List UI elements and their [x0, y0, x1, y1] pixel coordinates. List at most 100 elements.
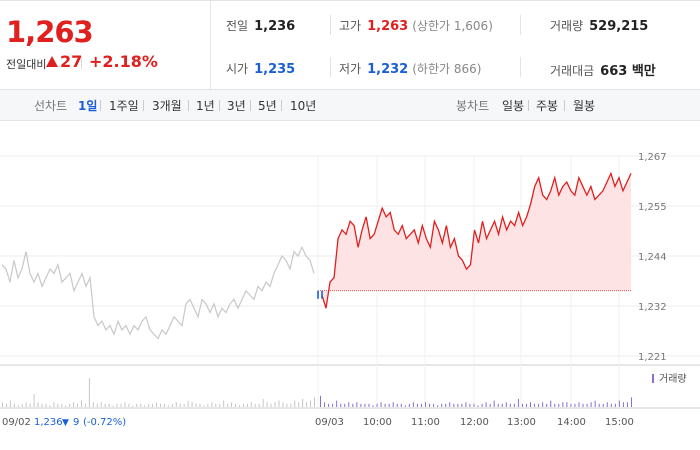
- volume-bar: [274, 402, 276, 407]
- volume-bar: [384, 403, 386, 407]
- prev-close-value: 1,236: [254, 19, 296, 34]
- volume-bar: [372, 405, 374, 407]
- volume-bar: [17, 405, 19, 407]
- volume-bar: [108, 403, 110, 407]
- tab-daily[interactable]: 일봉: [502, 99, 525, 113]
- volume-bar: [602, 403, 604, 407]
- volume-bar: [100, 402, 102, 407]
- tab-weekly[interactable]: 주봉: [536, 99, 559, 113]
- volume-bar: [626, 402, 628, 407]
- volume-bar: [33, 394, 35, 407]
- volume-bar: [314, 397, 315, 407]
- volume-bar: [73, 402, 75, 407]
- volume-bar: [9, 400, 11, 407]
- volume-bar: [376, 403, 378, 407]
- volume-bar: [5, 403, 7, 407]
- volume-bar: [380, 402, 382, 407]
- volume-bar: [163, 403, 165, 407]
- volume-bar: [513, 403, 515, 407]
- volume-bar: [368, 403, 370, 407]
- low-label: 저가: [339, 62, 362, 76]
- volume-bar: [171, 403, 173, 407]
- volume-bar: [457, 403, 459, 407]
- prev-day-series: [1, 245, 315, 340]
- volume-bar: [207, 403, 209, 407]
- volume-bar: [41, 403, 43, 407]
- volume-bar: [112, 405, 114, 407]
- volume-bar: [449, 402, 451, 407]
- tab-divider: [188, 100, 189, 111]
- volume-bar: [302, 399, 304, 407]
- tab-5y[interactable]: 5년: [258, 99, 277, 113]
- volume-bar: [586, 403, 588, 407]
- change-percent: +2.18%: [89, 52, 158, 71]
- volume-bar: [336, 400, 338, 407]
- volume-bar: [517, 399, 519, 407]
- volume-bar: [187, 400, 189, 407]
- prev-day-down-icon: ▼: [62, 418, 69, 428]
- volume-bar: [348, 402, 350, 407]
- volume-bar: [215, 403, 217, 407]
- info-divider: [330, 57, 331, 77]
- info-divider: [520, 57, 521, 77]
- amount-value: 663 백만: [600, 64, 656, 79]
- x-tick-label: 14:00: [557, 417, 586, 428]
- volume-bar: [140, 403, 142, 407]
- today-fill: [322, 173, 631, 309]
- volume-bar: [183, 403, 185, 407]
- tab-3m[interactable]: 3개월: [152, 99, 182, 113]
- volume-bar: [294, 400, 296, 407]
- volume-bar: [566, 402, 568, 407]
- volume-bar: [53, 402, 55, 407]
- prev-day-change: 9: [73, 417, 79, 428]
- volume-bar: [231, 402, 233, 407]
- volume-bar: [80, 400, 82, 407]
- tab-divider: [250, 100, 251, 111]
- volume-bar: [344, 403, 346, 407]
- volume-bar: [465, 402, 467, 407]
- volume-bar: [582, 403, 584, 407]
- volume-bar: [396, 403, 398, 407]
- volume-bar: [262, 399, 264, 407]
- tab-10y[interactable]: 10년: [290, 99, 317, 113]
- volume-bar: [420, 403, 422, 407]
- change-label: 전일대비: [6, 58, 47, 71]
- tab-divider: [219, 100, 220, 111]
- y-tick-label: 1,267: [638, 152, 667, 163]
- volume-bar: [278, 400, 280, 407]
- volume-bar: [148, 403, 150, 407]
- volume-bar: [542, 402, 544, 407]
- tab-monthly[interactable]: 월봉: [573, 99, 596, 113]
- volume-bar: [404, 405, 406, 407]
- volume-bar: [104, 403, 106, 407]
- x-tick-label: 12:00: [460, 417, 489, 428]
- tab-1y[interactable]: 1년: [196, 99, 215, 113]
- volume-bar: [481, 403, 483, 407]
- volume-bar: [45, 403, 47, 407]
- quote-header: 1,263 전일대비 27 +2.18% 전일 1,236 고가 1,263 (상한가…: [0, 0, 700, 90]
- volume-bar: [37, 402, 39, 407]
- lower-limit: (하한가 866): [412, 62, 482, 76]
- volume-bar: [298, 402, 300, 407]
- volume-bar: [88, 378, 90, 407]
- open-label: 시가: [226, 62, 249, 76]
- x-tick-label: 10:00: [363, 417, 392, 428]
- tab-1w[interactable]: 1주일: [109, 99, 139, 113]
- volume-bar: [203, 405, 205, 407]
- volume-bar: [618, 400, 620, 407]
- volume-bars: [2, 378, 632, 407]
- volume-bar: [521, 403, 523, 407]
- volume-bar: [199, 403, 201, 407]
- volume-bar: [598, 403, 600, 407]
- volume-bar: [469, 403, 471, 407]
- volume-bar: [578, 402, 580, 407]
- tab-1d[interactable]: 1일: [78, 99, 98, 113]
- volume-item: 거래량 529,215: [550, 17, 648, 34]
- volume-bar: [96, 403, 98, 407]
- high-value: 1,263: [367, 19, 409, 34]
- open-item: 시가 1,235: [226, 60, 295, 77]
- tab-3y[interactable]: 3년: [227, 99, 246, 113]
- volume-label: 거래량: [550, 19, 584, 33]
- chart-tab-bar: 선차트 1일 1주일 3개월 1년 3년 5년 10년 봉차트 일봉 주봉 월봉: [0, 90, 700, 121]
- prev-day-close: 1,236: [34, 417, 63, 428]
